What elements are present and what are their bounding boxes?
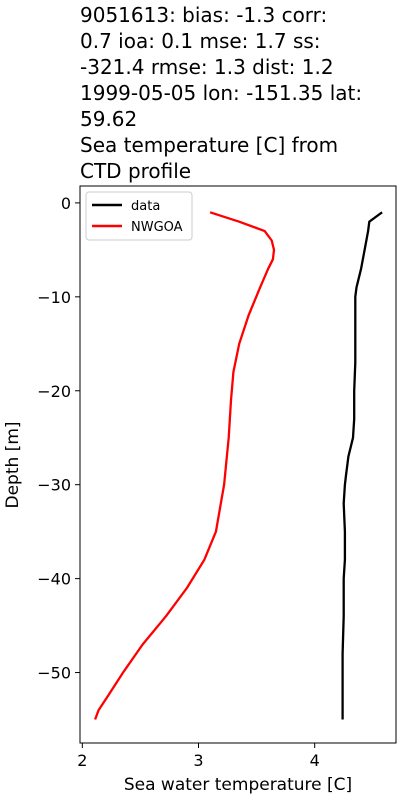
title-line: CTD profile bbox=[80, 159, 192, 183]
legend: data NWGOA bbox=[85, 191, 193, 241]
title-line: 1999-05-05 lon: -151.35 lat: bbox=[80, 81, 363, 105]
y-tick-label: −10 bbox=[37, 288, 71, 307]
y-tick-label: −30 bbox=[37, 476, 71, 495]
legend-label-data: data bbox=[131, 199, 160, 214]
y-tick-label: −20 bbox=[37, 382, 71, 401]
series-line-data bbox=[341, 211, 383, 720]
x-axis-label: Sea water temperature [C] bbox=[124, 775, 352, 795]
series-line-nwgoa bbox=[94, 211, 276, 720]
legend-label-nwgoa: NWGOA bbox=[131, 220, 183, 235]
axes-frame bbox=[79, 185, 397, 744]
title-line: 59.62 bbox=[80, 107, 138, 131]
x-tick-label: 4 bbox=[310, 751, 320, 770]
title-line: Sea temperature [C] from bbox=[80, 133, 339, 157]
x-tick-label: 3 bbox=[193, 751, 203, 770]
y-tick-label: −50 bbox=[37, 664, 71, 683]
title-line: 9051613: bias: -1.3 corr: bbox=[80, 3, 328, 27]
plot-area bbox=[94, 211, 383, 720]
y-tick-label: 0 bbox=[61, 194, 71, 213]
y-tick-label: −40 bbox=[37, 570, 71, 589]
y-axis-label: Depth [m] bbox=[3, 421, 23, 508]
axis-ticks: 2 3 4 0 −10 −20 −30 −40 −50 bbox=[37, 194, 320, 770]
title-line: -321.4 rmse: 1.3 dist: 1.2 bbox=[80, 55, 334, 79]
title-line: 0.7 ioa: 0.1 mse: 1.7 ss: bbox=[80, 29, 321, 53]
x-tick-label: 2 bbox=[77, 751, 87, 770]
chart-title: 9051613: bias: -1.3 corr: 0.7 ioa: 0.1 m… bbox=[80, 2, 398, 184]
